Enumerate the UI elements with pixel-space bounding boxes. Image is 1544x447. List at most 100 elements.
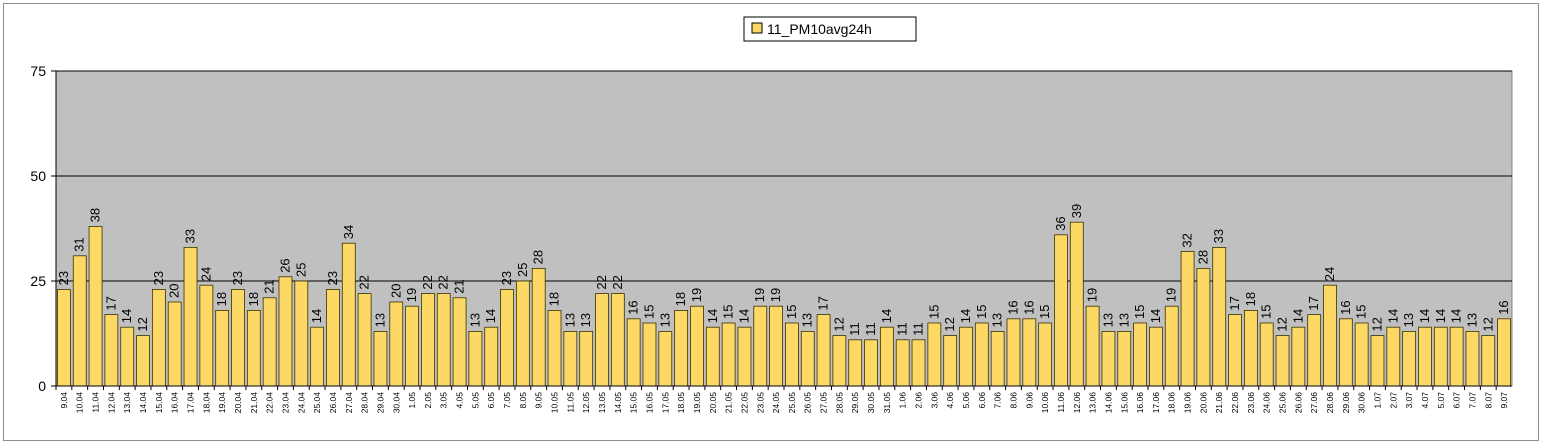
data-label: 32 <box>1180 233 1195 247</box>
x-tick-label: 2.06 <box>914 392 924 409</box>
data-label: 19 <box>1164 288 1179 302</box>
bar <box>136 335 150 387</box>
data-label: 15 <box>1354 305 1369 319</box>
data-label: 21 <box>452 279 467 293</box>
x-tick-label: 19.05 <box>692 392 702 414</box>
bar <box>1196 267 1211 387</box>
bar <box>1307 314 1322 387</box>
bar <box>357 293 372 387</box>
bar <box>690 305 704 387</box>
y-tick-label: 50 <box>30 168 46 184</box>
bar <box>1354 322 1369 387</box>
x-tick-label: 13.04 <box>122 392 132 414</box>
x-tick-label: 26.04 <box>328 392 338 414</box>
bar <box>816 314 831 387</box>
data-label: 31 <box>72 237 87 251</box>
data-label: 14 <box>705 309 720 323</box>
x-tick-label: 18.04 <box>201 392 211 414</box>
bar <box>1275 335 1290 387</box>
data-label: 17 <box>1227 296 1242 310</box>
bar <box>974 322 989 387</box>
bar <box>1164 305 1179 387</box>
data-label: 12 <box>1369 317 1384 331</box>
data-label: 12 <box>135 317 150 331</box>
x-tick-label: 11.04 <box>91 392 101 413</box>
bar <box>895 339 910 387</box>
data-label: 12 <box>1275 317 1290 331</box>
x-tick-label: 3.06 <box>929 392 939 409</box>
data-label: 11 <box>911 322 926 336</box>
data-label: 13 <box>1464 313 1479 327</box>
bar <box>879 326 894 387</box>
x-tick-label: 15.04 <box>154 392 164 414</box>
x-tick-label: 9.06 <box>1024 392 1034 409</box>
data-label: 18 <box>673 292 688 306</box>
bar <box>1006 318 1021 387</box>
bar <box>1085 305 1100 387</box>
x-tick-label: 24.04 <box>296 392 306 414</box>
data-label: 25 <box>293 263 308 277</box>
x-tick-label: 18.06 <box>1167 392 1177 414</box>
data-label: 23 <box>230 271 245 285</box>
x-tick-label: 17.04 <box>186 392 196 414</box>
bar <box>1038 322 1053 387</box>
x-tick-label: 20.05 <box>708 392 718 414</box>
data-label: 22 <box>420 275 435 289</box>
x-tick-label: 7.05 <box>502 392 512 409</box>
bar <box>341 242 356 387</box>
y-tick-label: 0 <box>38 378 46 394</box>
x-tick-label: 8.06 <box>1008 392 1018 409</box>
x-tick-label: 14.06 <box>1103 392 1113 414</box>
x-tick-label: 6.07 <box>1452 392 1462 409</box>
data-label: 19 <box>404 288 419 302</box>
data-label: 22 <box>436 275 451 289</box>
bar <box>563 330 578 387</box>
data-label: 23 <box>56 271 71 285</box>
bar <box>579 330 594 387</box>
bar <box>262 297 277 387</box>
x-tick-label: 2.05 <box>423 392 433 409</box>
data-label: 14 <box>483 309 498 323</box>
bar <box>1323 284 1337 387</box>
x-tick-label: 9.04 <box>59 392 69 409</box>
data-label: 19 <box>768 288 783 302</box>
x-tick-label: 15.06 <box>1119 392 1129 414</box>
bar <box>326 288 340 387</box>
x-tick-label: 21.04 <box>249 392 259 414</box>
x-tick-label: 23.06 <box>1246 392 1256 414</box>
bar <box>1291 326 1306 387</box>
x-tick-label: 3.05 <box>439 392 449 409</box>
bar <box>1243 309 1258 387</box>
bar <box>278 276 293 387</box>
data-label: 24 <box>198 267 213 281</box>
x-tick-label: 27.05 <box>819 392 829 414</box>
bar <box>1101 330 1116 387</box>
x-tick-label: 30.06 <box>1357 392 1367 414</box>
bar <box>1133 322 1147 387</box>
bar <box>231 288 245 387</box>
data-label: 23 <box>499 271 514 285</box>
data-label: 22 <box>610 275 625 289</box>
bar <box>1149 326 1163 387</box>
x-tick-label: 7.07 <box>1467 392 1477 409</box>
x-tick-label: 4.05 <box>455 392 465 409</box>
x-tick-label: 29.05 <box>850 392 860 414</box>
data-label: 15 <box>1132 305 1147 319</box>
bar <box>626 318 641 387</box>
data-label: 13 <box>657 313 672 327</box>
x-tick-label: 20.04 <box>233 392 243 414</box>
bar <box>753 305 768 387</box>
x-tick-label: 8.07 <box>1483 392 1493 409</box>
bar <box>1402 330 1417 387</box>
data-label: 22 <box>357 275 372 289</box>
data-label: 11 <box>847 322 862 336</box>
bar <box>1370 335 1385 387</box>
bar <box>959 326 973 387</box>
data-label: 14 <box>309 309 324 323</box>
data-label: 23 <box>151 271 166 285</box>
data-label: 24 <box>1322 267 1337 281</box>
data-label: 19 <box>689 288 704 302</box>
bar <box>1481 335 1496 387</box>
bar <box>832 335 847 387</box>
